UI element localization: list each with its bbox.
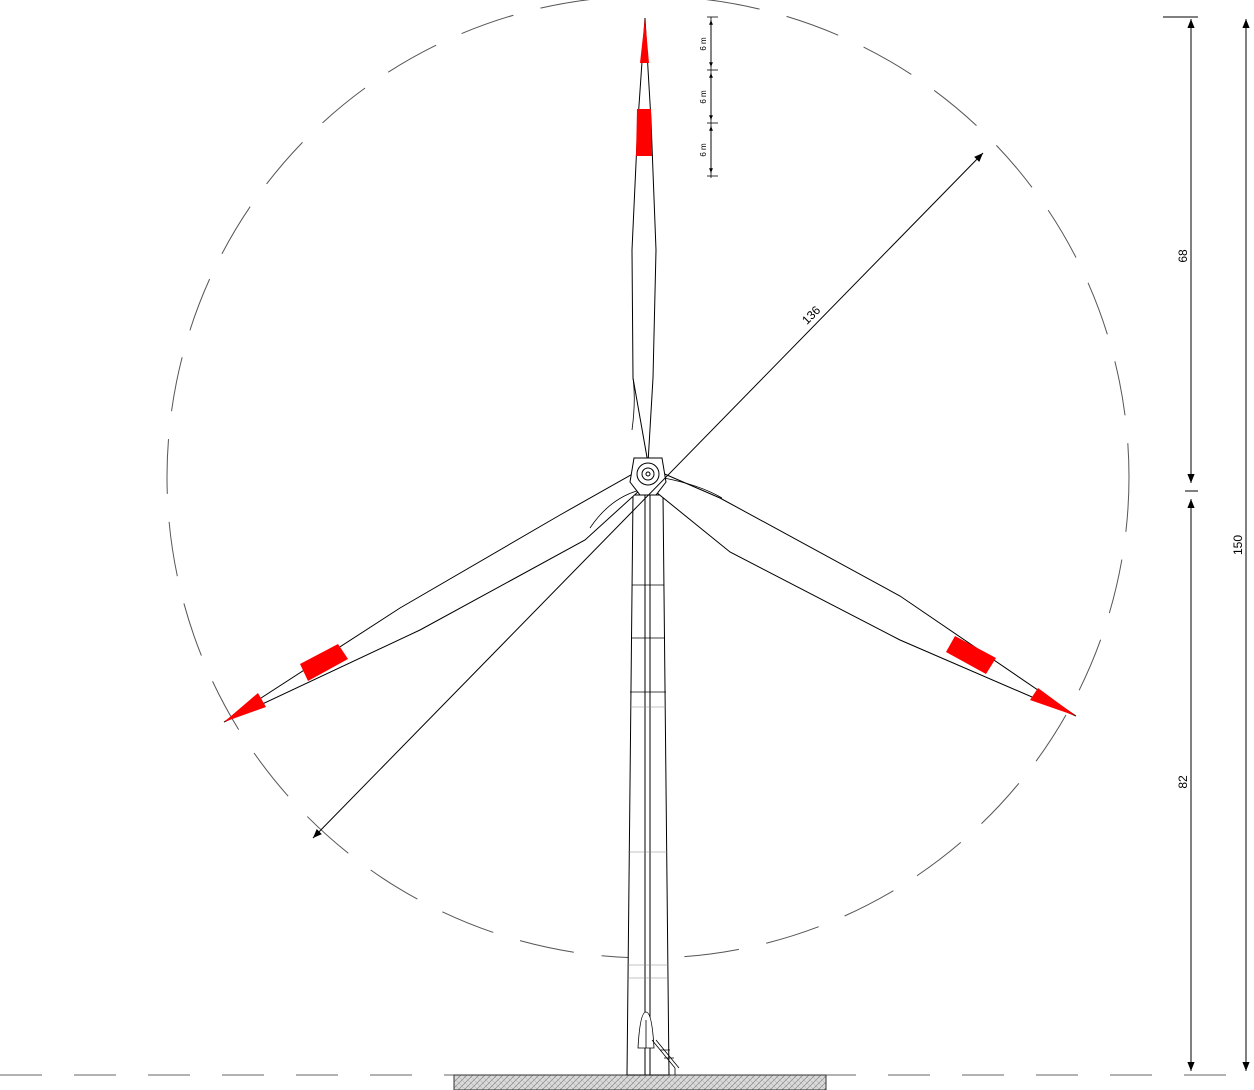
marking-segment-1-label: 6 m bbox=[699, 37, 708, 51]
rotor-hub bbox=[629, 457, 667, 496]
blade-top-marking-tip bbox=[640, 18, 649, 63]
blade-top-marking-band bbox=[636, 109, 652, 156]
hub-height-label: 82 bbox=[1176, 775, 1190, 789]
blade-right-marking-tip bbox=[1030, 688, 1076, 716]
foundation bbox=[453, 1074, 827, 1090]
marking-dimension-chain bbox=[707, 16, 718, 178]
rotor-diameter-dimension-line bbox=[312, 152, 984, 839]
blade-right bbox=[655, 471, 1077, 717]
marking-segment-2-label: 6 m bbox=[699, 90, 708, 104]
blade-top bbox=[631, 17, 657, 464]
rotor-diameter-label: 136 bbox=[799, 303, 823, 327]
blade-left-marking-tip bbox=[224, 693, 266, 722]
hub-height-dimension bbox=[1185, 490, 1198, 1071]
tower bbox=[626, 494, 670, 1076]
total-height-label: 150 bbox=[1231, 535, 1245, 555]
tower-door bbox=[637, 1011, 680, 1075]
marking-segment-3-label: 6 m bbox=[699, 143, 708, 157]
blade-left bbox=[223, 471, 641, 723]
rotor-radius-label: 68 bbox=[1176, 249, 1190, 263]
rotor-radius-dimension bbox=[1163, 16, 1198, 483]
